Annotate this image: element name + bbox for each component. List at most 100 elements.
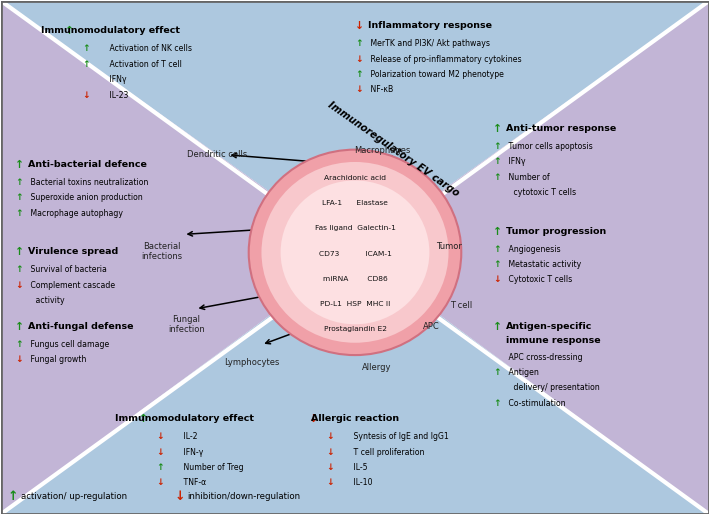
Polygon shape xyxy=(355,1,709,514)
Text: Syntesis of IgE and IgG1: Syntesis of IgE and IgG1 xyxy=(351,432,449,441)
Text: Arachidonic acid: Arachidonic acid xyxy=(324,175,386,181)
Text: IL-5: IL-5 xyxy=(351,463,368,472)
Text: ↑: ↑ xyxy=(493,245,501,254)
Text: Number of Treg: Number of Treg xyxy=(181,463,244,472)
Text: ↓: ↓ xyxy=(15,281,23,289)
Text: ↑: ↑ xyxy=(15,340,23,349)
Text: ↓: ↓ xyxy=(157,478,164,487)
Text: LFA-1      Elastase: LFA-1 Elastase xyxy=(322,200,388,206)
Text: Macrophage autophagy: Macrophage autophagy xyxy=(28,209,123,218)
Ellipse shape xyxy=(280,180,430,324)
Text: Inflammatory response: Inflammatory response xyxy=(368,21,492,30)
Text: ↓: ↓ xyxy=(355,21,364,31)
Polygon shape xyxy=(1,1,355,514)
Text: ↓: ↓ xyxy=(493,276,501,284)
Text: ↑: ↑ xyxy=(15,160,24,170)
Text: Antigen-specific: Antigen-specific xyxy=(506,322,592,331)
Text: Activation of T cell: Activation of T cell xyxy=(107,60,182,69)
Text: ↑: ↑ xyxy=(493,227,502,237)
Text: ↑: ↑ xyxy=(82,60,89,69)
Text: CD73           ICAM-1: CD73 ICAM-1 xyxy=(319,251,391,256)
Text: Dendritic cells: Dendritic cells xyxy=(187,150,247,159)
Text: TNF-α: TNF-α xyxy=(181,478,207,487)
Text: ↑: ↑ xyxy=(15,247,24,257)
Text: Superoxide anion production: Superoxide anion production xyxy=(28,193,143,202)
Text: T cell proliferation: T cell proliferation xyxy=(351,448,425,456)
Text: ↑: ↑ xyxy=(15,265,23,274)
Text: ↑: ↑ xyxy=(355,70,363,79)
Text: ↓: ↓ xyxy=(174,490,185,503)
Ellipse shape xyxy=(248,150,462,355)
Text: Complement cascade: Complement cascade xyxy=(28,281,115,289)
Text: Lymphocytes: Lymphocytes xyxy=(224,357,280,367)
Text: ↓: ↓ xyxy=(327,478,334,487)
Text: ↑: ↑ xyxy=(15,322,24,332)
Text: ↑: ↑ xyxy=(493,142,501,151)
Text: ↑: ↑ xyxy=(355,39,363,48)
Text: miRNA        CD86: miRNA CD86 xyxy=(322,276,388,282)
Text: Immunomodulatory effect: Immunomodulatory effect xyxy=(41,26,180,36)
Polygon shape xyxy=(1,252,709,514)
Text: ↓: ↓ xyxy=(327,448,334,456)
Text: IFNγ: IFNγ xyxy=(506,158,525,166)
Text: Activation of NK cells: Activation of NK cells xyxy=(107,44,192,54)
Text: ↑: ↑ xyxy=(82,44,89,54)
Polygon shape xyxy=(1,1,709,252)
Ellipse shape xyxy=(261,162,449,343)
Text: ↓: ↓ xyxy=(327,432,334,441)
Text: ↑: ↑ xyxy=(493,173,501,182)
Text: Macrophages: Macrophages xyxy=(354,146,410,154)
Text: ↑: ↑ xyxy=(8,490,18,503)
Text: ↑: ↑ xyxy=(157,463,164,472)
Text: activation/ up-regulation: activation/ up-regulation xyxy=(21,492,126,501)
Text: Release of pro-inflammatory cytokines: Release of pro-inflammatory cytokines xyxy=(368,55,521,64)
Text: Tumor: Tumor xyxy=(436,242,462,251)
Text: T cell: T cell xyxy=(450,301,472,310)
Text: Fungal growth: Fungal growth xyxy=(28,355,86,364)
Text: Tumor cells apoptosis: Tumor cells apoptosis xyxy=(506,142,593,151)
Text: MerTK and PI3K/ Akt pathways: MerTK and PI3K/ Akt pathways xyxy=(368,39,490,48)
Text: Number of: Number of xyxy=(506,173,550,182)
Text: Polarization toward M2 phenotype: Polarization toward M2 phenotype xyxy=(368,70,503,79)
Text: PD-L1  HSP  MHC II: PD-L1 HSP MHC II xyxy=(320,301,390,307)
Text: delivery/ presentation: delivery/ presentation xyxy=(506,383,600,392)
Text: IFNγ: IFNγ xyxy=(107,75,126,84)
Text: Fungus cell damage: Fungus cell damage xyxy=(28,340,109,349)
Text: ↑: ↑ xyxy=(493,322,502,332)
Text: ↑: ↑ xyxy=(493,399,501,408)
Text: ↓: ↓ xyxy=(355,55,363,64)
Text: activity: activity xyxy=(28,296,64,305)
Text: Co-stimulation: Co-stimulation xyxy=(506,399,566,408)
Text: ↑: ↑ xyxy=(15,209,23,218)
Text: IL-23: IL-23 xyxy=(107,91,129,99)
Text: Anti-fungal defense: Anti-fungal defense xyxy=(28,322,133,331)
Text: NF-κB: NF-κB xyxy=(368,85,393,94)
Text: Prostaglandin E2: Prostaglandin E2 xyxy=(324,327,386,332)
Text: Allergic reaction: Allergic reaction xyxy=(311,414,399,423)
Text: ↑: ↑ xyxy=(65,26,74,37)
Text: ↓: ↓ xyxy=(82,91,89,99)
Text: Anti-tumor response: Anti-tumor response xyxy=(506,124,616,133)
Text: Virulence spread: Virulence spread xyxy=(28,247,118,256)
Text: ↑: ↑ xyxy=(493,158,501,166)
Text: Bacterial
infections: Bacterial infections xyxy=(142,242,182,262)
Text: ↓: ↓ xyxy=(15,355,23,364)
Text: Allergy: Allergy xyxy=(361,363,391,372)
Text: IL-10: IL-10 xyxy=(351,478,373,487)
Text: Angiogenesis: Angiogenesis xyxy=(506,245,561,254)
Text: APC: APC xyxy=(423,322,440,331)
Text: ↓: ↓ xyxy=(309,414,318,424)
Text: IFN-γ: IFN-γ xyxy=(181,448,204,456)
Text: ↑: ↑ xyxy=(15,193,23,202)
Text: ↓: ↓ xyxy=(327,463,334,472)
Text: ↑: ↑ xyxy=(493,368,501,377)
Text: inhibition/down-regulation: inhibition/down-regulation xyxy=(187,492,300,501)
Text: Antigen: Antigen xyxy=(506,368,539,377)
Text: Fas ligand  Galectin-1: Fas ligand Galectin-1 xyxy=(315,226,395,231)
Text: Fungal
infection: Fungal infection xyxy=(168,315,204,334)
Text: Immunomodulatory effect: Immunomodulatory effect xyxy=(116,414,254,423)
Text: Anti-bacterial defence: Anti-bacterial defence xyxy=(28,160,146,169)
Text: Metastatic activity: Metastatic activity xyxy=(506,260,581,269)
Text: ↑: ↑ xyxy=(493,124,502,134)
Text: Tumor progression: Tumor progression xyxy=(506,227,606,236)
